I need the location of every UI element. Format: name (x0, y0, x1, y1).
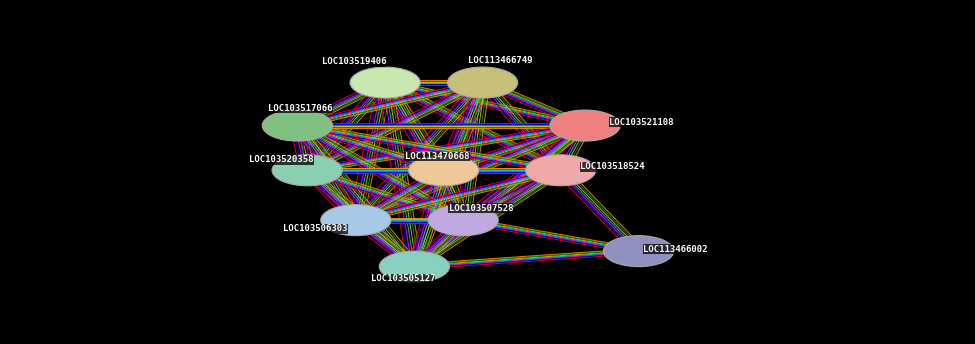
Text: LOC103507528: LOC103507528 (448, 204, 513, 213)
Text: LOC113466749: LOC113466749 (468, 56, 532, 65)
Ellipse shape (428, 205, 498, 236)
Ellipse shape (272, 155, 342, 186)
Text: LOC103520358: LOC103520358 (249, 155, 313, 164)
Ellipse shape (550, 110, 620, 141)
Ellipse shape (350, 67, 420, 98)
Ellipse shape (262, 110, 332, 141)
Text: LOC103517066: LOC103517066 (268, 104, 332, 113)
Ellipse shape (379, 251, 449, 282)
Ellipse shape (321, 205, 391, 236)
Text: LOC103521108: LOC103521108 (609, 118, 674, 127)
Text: LOC103506303: LOC103506303 (283, 224, 347, 233)
Ellipse shape (448, 67, 518, 98)
Ellipse shape (526, 155, 596, 186)
Text: LOC113466002: LOC113466002 (644, 245, 708, 254)
Ellipse shape (409, 155, 479, 186)
Text: LOC103519406: LOC103519406 (322, 57, 386, 66)
Text: LOC103518524: LOC103518524 (580, 162, 644, 171)
Text: LOC113470668: LOC113470668 (405, 152, 469, 161)
Ellipse shape (604, 236, 674, 267)
Text: LOC103505127: LOC103505127 (370, 274, 435, 283)
